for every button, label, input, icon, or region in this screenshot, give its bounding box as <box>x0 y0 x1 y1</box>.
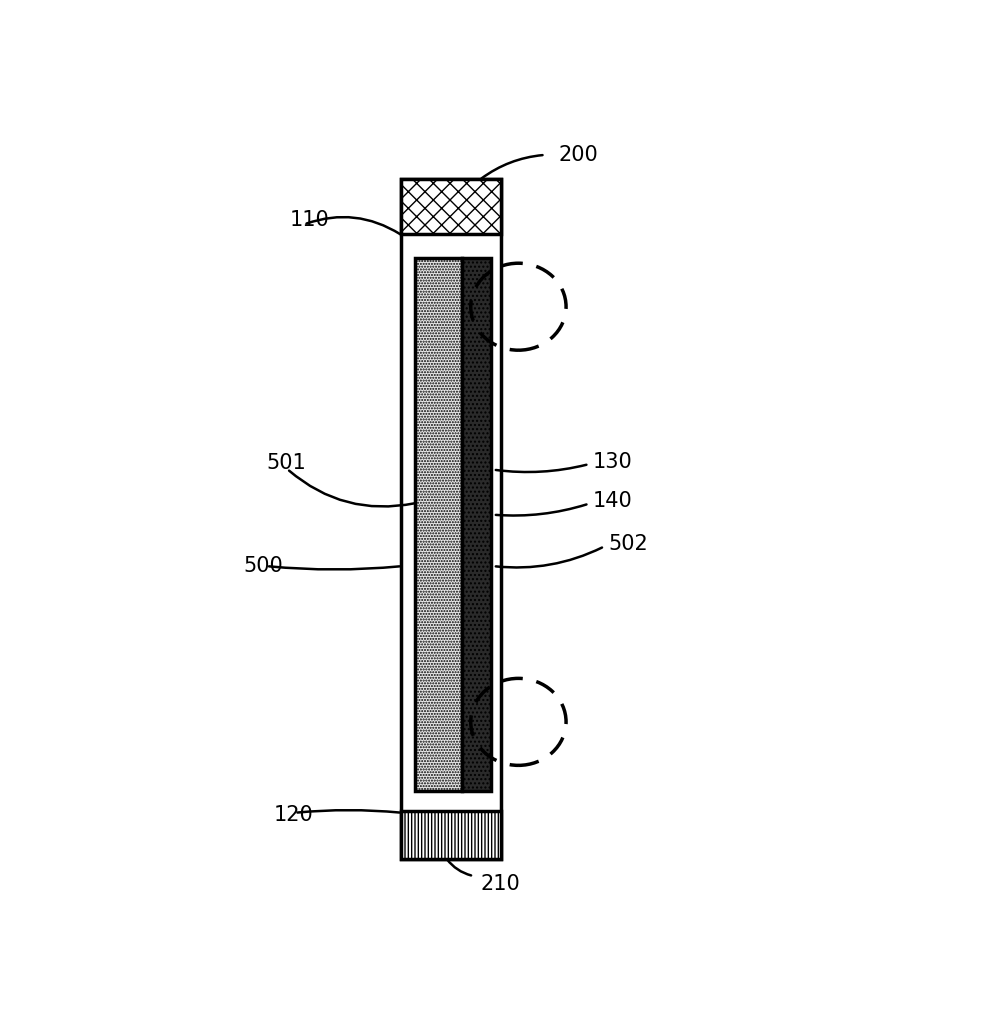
Text: 120: 120 <box>274 805 313 825</box>
Text: 502: 502 <box>608 534 648 554</box>
Bar <box>401 179 501 234</box>
Text: 140: 140 <box>593 491 633 511</box>
Text: 110: 110 <box>290 210 329 230</box>
Text: 200: 200 <box>558 145 598 165</box>
Bar <box>401 811 501 859</box>
Text: 130: 130 <box>593 452 633 471</box>
Text: 500: 500 <box>243 556 283 576</box>
Text: 501: 501 <box>266 453 306 473</box>
Bar <box>401 179 501 859</box>
Text: 210: 210 <box>481 874 521 893</box>
Bar <box>461 258 491 792</box>
Bar <box>416 258 461 792</box>
